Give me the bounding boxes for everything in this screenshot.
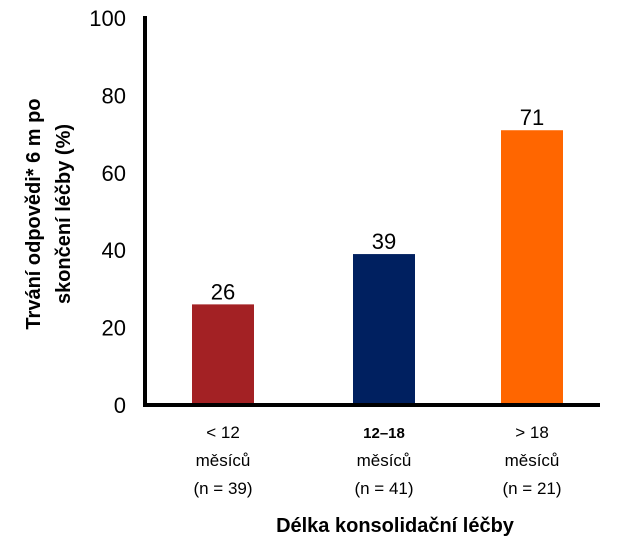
- x-category-label: měsíců: [505, 451, 560, 470]
- x-category-label: měsíců: [357, 451, 412, 470]
- y-tick-labels: 0 20 40 60 80 100: [89, 6, 126, 418]
- y-tick-label: 20: [102, 316, 126, 341]
- x-category-label: > 18: [515, 423, 549, 442]
- y-axis-title-line: Trvání odpovědi* 6 m po: [23, 98, 45, 329]
- bar: [501, 130, 563, 406]
- bar-value-label: 39: [372, 229, 396, 254]
- y-tick-label: 80: [102, 83, 126, 108]
- y-axis-title: Trvání odpovědi* 6 m po skončení léčby (%…: [23, 98, 75, 329]
- category-labels: < 12 měsíců (n = 39) 12–18 měsíců (n = 41) > 1…: [193, 423, 561, 498]
- x-category-label: (n = 39): [193, 479, 252, 498]
- x-category-label: měsíců: [196, 451, 251, 470]
- y-tick-label: 100: [89, 6, 126, 31]
- x-axis-title: Délka konsolidační léčby: [276, 515, 515, 537]
- value-labels: 26 39 71: [211, 105, 544, 304]
- bar-value-label: 71: [520, 105, 544, 130]
- y-tick-label: 0: [114, 393, 126, 418]
- x-category-label: 12–18: [363, 425, 405, 442]
- bar-value-label: 26: [211, 279, 235, 304]
- x-category-label: (n = 41): [354, 479, 413, 498]
- bar: [353, 254, 415, 405]
- x-category-label: < 12: [206, 423, 240, 442]
- y-tick-label: 40: [102, 238, 126, 263]
- y-axis-title-line: skončení léčby (%): [53, 124, 75, 304]
- bar: [192, 304, 254, 405]
- y-tick-label: 60: [102, 161, 126, 186]
- x-category-label: (n = 21): [502, 479, 561, 498]
- bars: [192, 130, 563, 406]
